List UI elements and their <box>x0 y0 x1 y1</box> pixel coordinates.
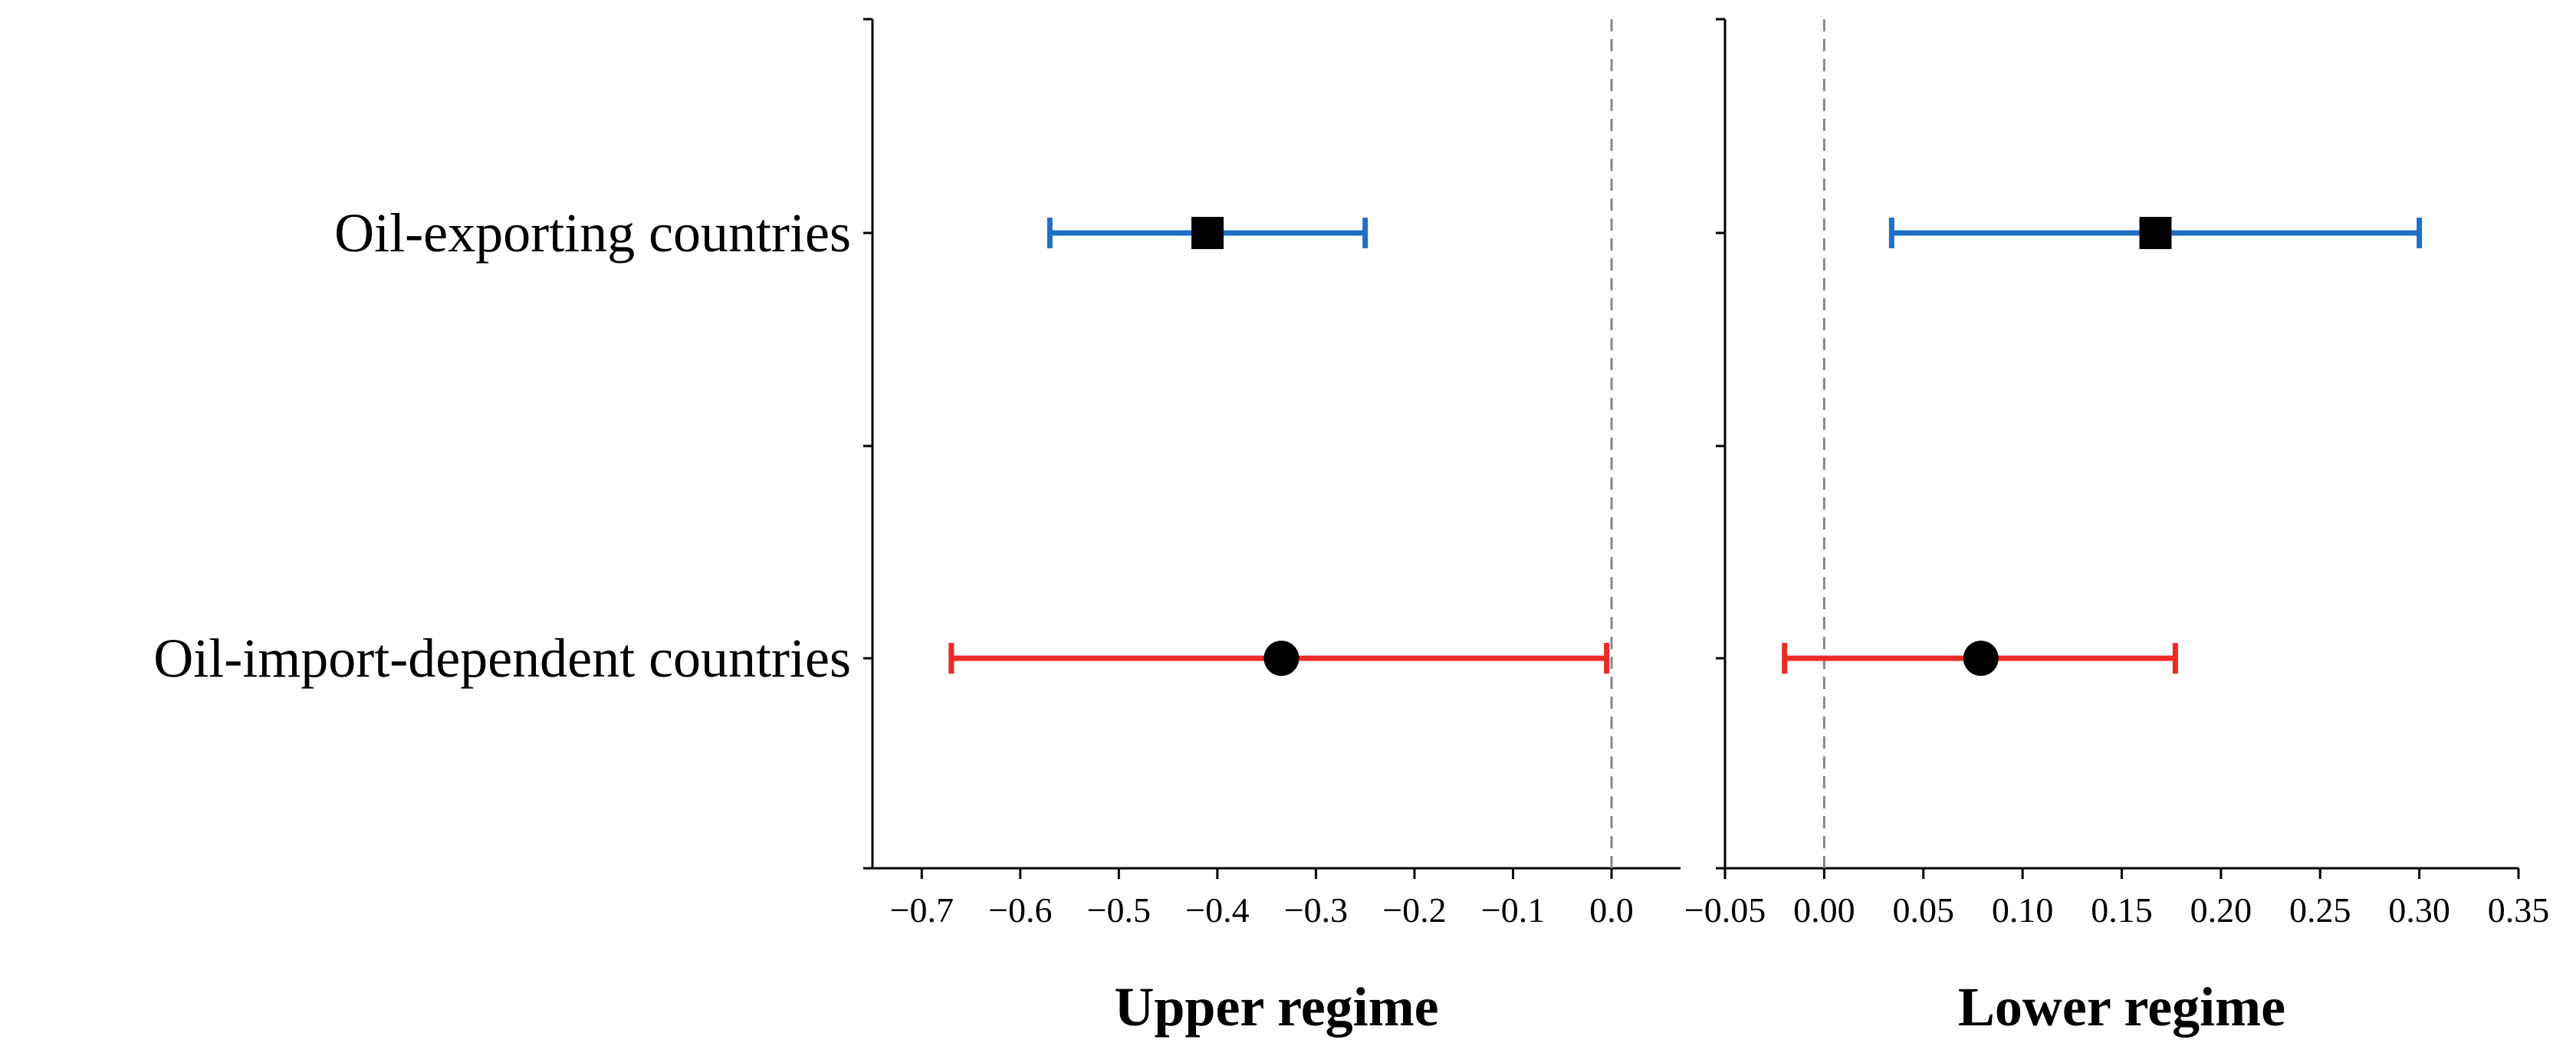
category-label-oil-exporting: Oil-exporting countries <box>334 202 851 264</box>
x-tick-label-upper: −0.7 <box>890 890 954 930</box>
error-bar-oil-import-dependent-lower <box>1782 641 2178 676</box>
category-label-oil-import-dependent: Oil-import-dependent countries <box>153 628 851 689</box>
point-estimate-square <box>1191 217 1224 249</box>
x-tick-label-lower: −0.05 <box>1684 890 1766 930</box>
x-tick-label-upper: 0.0 <box>1589 890 1634 930</box>
x-tick-label-upper: −0.1 <box>1481 890 1545 930</box>
panel-lower: −0.05 0.00 0.05 0.10 0.15 0.20 0.25 0.30 0.35 Low… <box>1684 18 2550 1038</box>
x-tick-label-lower: 0.00 <box>1793 890 1855 930</box>
x-tick-label-upper: −0.6 <box>988 890 1052 930</box>
x-tick-label-lower: 0.30 <box>2388 890 2450 930</box>
x-tick-label-lower: 0.25 <box>2289 890 2351 930</box>
x-tick-label-upper: −0.3 <box>1284 890 1348 930</box>
x-tick-label-upper: −0.2 <box>1382 890 1446 930</box>
error-bar-oil-exporting-upper <box>1046 217 1368 249</box>
error-bar-oil-exporting-lower <box>1888 217 2423 249</box>
x-tick-label-lower: 0.05 <box>1893 890 1955 930</box>
x-axis-title-upper: Upper regime <box>1114 976 1438 1038</box>
x-tick-label-upper: −0.4 <box>1185 890 1249 930</box>
x-tick-label-lower: 0.35 <box>2488 890 2550 930</box>
x-tick-label-lower: 0.20 <box>2190 890 2252 930</box>
x-tick-label-lower: 0.15 <box>2091 890 2153 930</box>
x-tick-label-upper: −0.5 <box>1087 890 1151 930</box>
x-axis-title-lower: Lower regime <box>1958 976 2285 1038</box>
point-estimate-square <box>2139 217 2172 249</box>
point-estimate-circle <box>1963 641 1999 676</box>
error-bar-oil-import-dependent-upper <box>948 641 1610 676</box>
x-tick-label-lower: 0.10 <box>1992 890 2054 930</box>
panel-upper: −0.7 −0.6 −0.5 −0.4 −0.3 −0.2 −0.1 0.0 Upper reg… <box>863 18 1681 1038</box>
point-estimate-circle <box>1263 641 1300 676</box>
